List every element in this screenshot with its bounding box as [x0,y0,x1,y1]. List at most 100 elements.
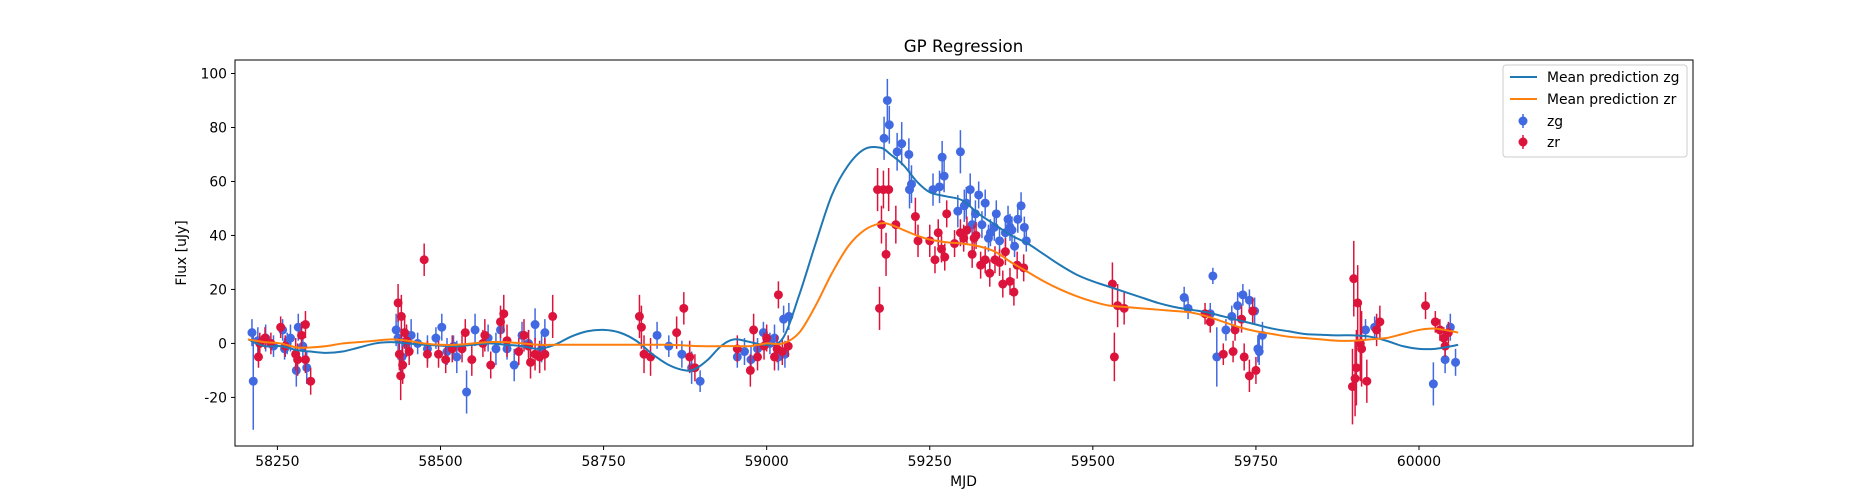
y-tick-label: 0 [218,336,227,352]
zr-point [540,349,550,359]
y-tick-label: -20 [204,390,227,406]
zr-point [394,349,404,359]
zr-point [967,249,977,259]
zr-point [913,236,923,246]
zg-point [285,333,295,343]
zr-point [396,311,406,321]
zr-point [1109,352,1119,362]
zg-point [935,182,945,192]
zr-point [253,352,263,362]
zg-point [695,376,705,386]
zr-point [400,328,410,338]
zg-point [652,330,662,340]
zr-point [985,268,995,278]
zg-point [1361,325,1371,335]
zr-point [1244,371,1254,381]
zg-point [882,95,892,105]
zg-point [1244,295,1254,305]
zg-point [1019,222,1029,232]
x-tick-label: 59250 [908,454,952,470]
mean-prediction-zg-line [247,145,1459,372]
zr-point [1430,317,1440,327]
zr-point [942,209,952,219]
zg-point [1179,293,1189,303]
zr-point [496,317,506,327]
zg-point [980,198,990,208]
zr-point [634,311,644,321]
zg-point [248,376,258,386]
zr-point [933,228,943,238]
zr-point [875,303,885,313]
zr-point [548,311,558,321]
zr-point [762,333,772,343]
zg-point [247,328,257,338]
zr-point [404,347,414,357]
legend-zg-label: zg [1547,114,1563,130]
zg-point [1440,355,1450,365]
zg-point [1233,301,1243,311]
zr-point [998,279,1008,289]
zr-point [1421,301,1431,311]
zr-point [1228,347,1238,357]
zr-point [745,365,755,375]
zr-point [940,252,950,262]
x-tick-label: 59000 [745,454,789,470]
legend-zr-label: zr [1547,135,1560,151]
zr-point [1357,344,1367,354]
zr-point [783,341,793,351]
zg-point [1428,379,1438,389]
legend-zr-line-label: Mean prediction zr [1547,92,1677,108]
zg-point [897,139,907,149]
zg-point [955,147,965,157]
zg-point [906,179,916,189]
zr-point [1000,247,1010,257]
zr-point [1372,325,1382,335]
zg-point [1451,357,1461,367]
zr-point [1351,363,1361,373]
zg-point [991,209,1001,219]
zg-point [1010,241,1020,251]
zg-point [977,220,987,230]
zr-point [1251,365,1261,375]
zr-point [685,352,695,362]
legend: Mean prediction zg Mean prediction zr zg… [1502,64,1688,158]
zr-point [1239,352,1249,362]
zg-point [509,360,519,370]
zg-point [1238,290,1248,300]
zg-point [677,349,687,359]
zr-point [480,330,490,340]
x-axis-label: MJD [950,474,977,490]
zg-point [1016,201,1026,211]
zr-point [293,355,303,365]
zr-point [971,230,981,240]
zr-point [884,185,894,195]
x-tick-label: 60000 [1397,454,1441,470]
zr-point [526,357,536,367]
zr-point [1375,317,1385,327]
zr-point [1362,376,1372,386]
zg-point [879,133,889,143]
zr-point [441,355,451,365]
zg-point [437,322,447,332]
zg-point [965,185,975,195]
zr-point [679,303,689,313]
zr-point [419,255,429,265]
y-axis: -20 0 20 40 60 80 100 [200,66,235,406]
zr-point [300,355,310,365]
zr-point [393,298,403,308]
zr-point [1350,374,1360,384]
zr-point [636,322,646,332]
zr-point [1009,287,1019,297]
zg-point [939,171,949,181]
zr-point [1353,298,1363,308]
zg-point [302,363,312,373]
zr-point [1005,276,1015,286]
zr-point [499,309,509,319]
x-tick-label: 59500 [1071,454,1115,470]
zr-point [396,371,406,381]
zg-point [462,387,472,397]
zg-point [1013,214,1023,224]
legend-box [1502,64,1688,158]
zr-point [434,349,444,359]
